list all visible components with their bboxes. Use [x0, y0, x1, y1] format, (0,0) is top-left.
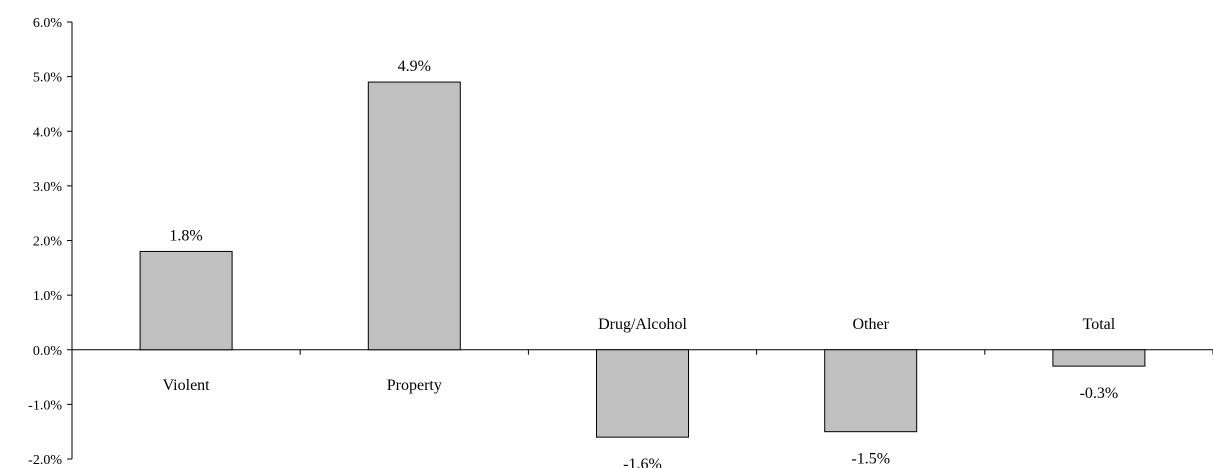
y-tick-label: -1.0%: [28, 398, 62, 413]
data-label: -0.3%: [1080, 385, 1119, 402]
bar-total: [1052, 349, 1146, 367]
y-tick-label: -2.0%: [28, 453, 62, 468]
y-tick-label: 2.0%: [33, 235, 63, 250]
bar-other: [824, 349, 918, 433]
labels: Violent 1.8% Property 4.9% Drug/Alcohol -1.6%…: [163, 58, 1119, 468]
bar-drug-alcohol: [596, 349, 689, 438]
bar-property: [367, 81, 461, 351]
category-label: Other: [852, 316, 889, 333]
y-tick-label: 4.0%: [33, 125, 63, 140]
data-label: -1.5%: [851, 451, 890, 468]
bar-violent: [139, 250, 233, 351]
category-label: Drug/Alcohol: [598, 316, 687, 333]
y-tick-label: 5.0%: [33, 71, 63, 86]
y-tick-label: 3.0%: [33, 180, 63, 195]
data-label: 4.9%: [398, 58, 431, 75]
y-tick-label: 6.0%: [33, 16, 63, 31]
category-label: Violent: [163, 377, 211, 394]
data-label: -1.6%: [623, 456, 662, 468]
y-axis: 6.0% 5.0% 4.0% 3.0% 2.0% 1.0% 0.0% -1.0% -2.0%: [28, 16, 73, 468]
bars: [139, 81, 1146, 438]
data-label: 1.8%: [169, 227, 202, 244]
y-tick-label: 1.0%: [33, 289, 63, 304]
category-label: Total: [1083, 316, 1116, 333]
y-tick-label: 0.0%: [33, 344, 63, 359]
category-label: Property: [387, 377, 442, 394]
